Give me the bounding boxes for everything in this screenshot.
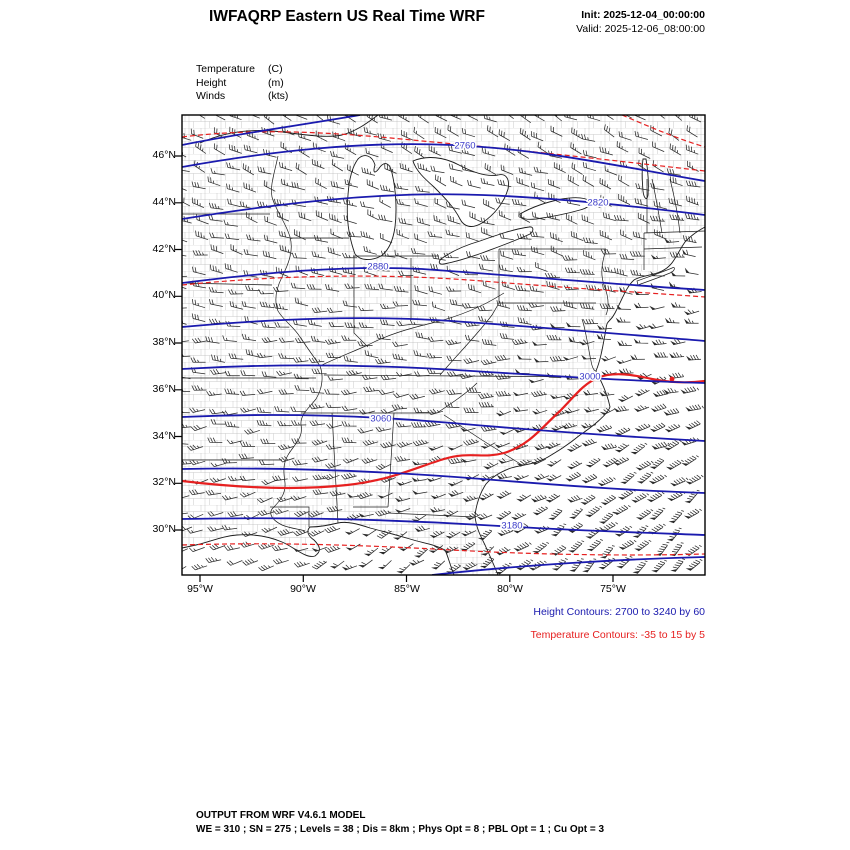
y-axis-tick-label: 38°N — [152, 336, 176, 348]
legend-winds-unit: (kts) — [268, 90, 289, 102]
page-title: IWFAQRP Eastern US Real Time WRF — [209, 8, 485, 25]
height-contour-3120 — [182, 467, 705, 494]
temperature-contour-caption: Temperature Contours: -35 to 15 by 5 — [530, 629, 705, 641]
temperature-contour-dot — [669, 376, 675, 382]
y-axis-tick-label: 42°N — [152, 243, 176, 255]
geography-layer — [182, 115, 705, 575]
legend-temperature: Temperature (C) — [196, 63, 288, 77]
lake-huron — [412, 157, 509, 227]
field-legend: Temperature (C) Height (m) Winds (kts) — [196, 63, 288, 104]
legend-winds-name: Winds — [196, 90, 226, 102]
axis-ticks — [175, 155, 614, 582]
legend-temperature-unit: (C) — [268, 63, 283, 75]
temperature-contour — [621, 115, 705, 148]
init-timestamp: Init: 2025-12-04_00:00:00 — [581, 9, 705, 21]
lake-erie — [438, 226, 534, 265]
height-contour-label: 3060 — [370, 414, 391, 425]
height-contour-label: 2820 — [587, 198, 608, 209]
y-axis-tick-label: 30°N — [152, 523, 176, 535]
height-contour-3240 — [431, 556, 705, 575]
height-contour-2760 — [182, 143, 705, 182]
y-axis-tick-label: 46°N — [152, 149, 176, 161]
y-axis-tick-label: 36°N — [152, 383, 176, 395]
y-axis-tick-label: 40°N — [152, 289, 176, 301]
height-contour-label: 3000 — [579, 372, 600, 383]
lake-michigan — [346, 155, 397, 260]
long-island-outline — [636, 267, 675, 286]
height-contour-3000 — [182, 364, 705, 384]
height-contour-3180 — [182, 517, 705, 536]
forecast-map: 2760 2820 2880 3000 3060 3180 — [174, 107, 713, 583]
temperature-contour — [182, 543, 705, 556]
temperature-contour — [182, 275, 705, 298]
x-axis-tick-label: 85°W — [394, 583, 420, 595]
height-contour-2700 — [182, 115, 361, 146]
land-area — [182, 115, 705, 575]
y-axis-tick-label: 34°N — [152, 430, 176, 442]
temperature-contour-thick — [182, 373, 705, 490]
height-contour-label: 3180 — [501, 521, 522, 532]
map-frame — [181, 114, 706, 576]
rivers — [270, 155, 505, 532]
valid-timestamp: Valid: 2025-12-06_08:00:00 — [576, 23, 705, 35]
temperature-contour-layer — [182, 115, 705, 556]
model-config-line: WE = 310 ; SN = 275 ; Levels = 38 ; Dis … — [196, 824, 605, 835]
map-canvas: 2760 2820 2880 3000 3060 3180 — [175, 114, 706, 582]
y-axis-tick-label: 44°N — [152, 196, 176, 208]
legend-height: Height (m) — [196, 77, 288, 91]
state-borders — [182, 178, 705, 527]
legend-temperature-name: Temperature — [196, 63, 255, 75]
x-axis-tick-label: 90°W — [290, 583, 316, 595]
height-contour-3060 — [182, 414, 705, 442]
height-contour-label: 2880 — [367, 262, 388, 273]
x-axis-tick-label: 75°W — [600, 583, 626, 595]
height-contour-2820 — [182, 193, 705, 220]
height-contour-2940 — [182, 317, 705, 342]
height-contour-label: 2760 — [454, 141, 475, 152]
legend-height-name: Height — [196, 76, 227, 89]
legend-height-unit: (m) — [268, 76, 284, 89]
y-axis-tick-label: 32°N — [152, 476, 176, 488]
x-axis-tick-label: 95°W — [187, 583, 213, 595]
x-axis-tick-label: 80°W — [497, 583, 523, 595]
legend-winds: Winds (kts) — [196, 90, 288, 104]
model-output-line: OUTPUT FROM WRF V4.6.1 MODEL — [196, 810, 366, 821]
temperature-contour — [182, 131, 705, 172]
height-contour-layer: 2760 2820 2880 3000 3060 3180 — [182, 115, 705, 575]
height-contour-caption: Height Contours: 2700 to 3240 by 60 — [533, 606, 705, 618]
height-contour-2880 — [182, 267, 705, 291]
